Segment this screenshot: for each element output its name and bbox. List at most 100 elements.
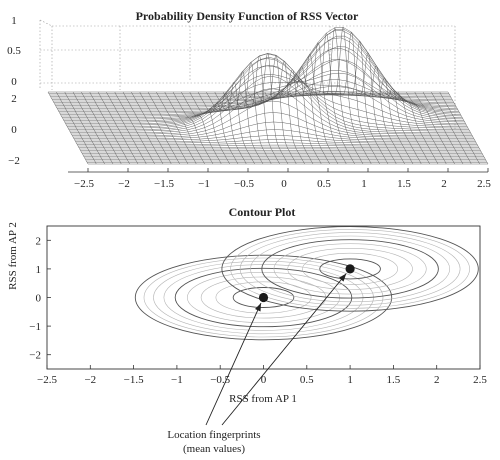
contour-ellipse — [239, 232, 461, 306]
mesh-line — [372, 77, 414, 165]
mesh-line — [97, 91, 139, 165]
x-tick-label: −2.5 — [74, 178, 94, 190]
mesh-line — [139, 91, 180, 165]
surface-x-ticks: −2.5 −2 −1.5 −1 −0.5 0 0.5 1 1.5 2 2.5 — [74, 168, 491, 190]
mesh-line — [306, 41, 347, 165]
mesh-line — [364, 65, 405, 165]
contour-ellipse — [302, 252, 398, 285]
mesh-line — [122, 91, 164, 165]
surface-panel: Probability Density Function of RSS Vect… — [7, 9, 491, 190]
surface-mesh — [47, 26, 489, 165]
y-tick-label: −2 — [8, 155, 20, 167]
x-tick-label: −2 — [84, 374, 96, 386]
x-tick-label: 0 — [261, 374, 267, 386]
x-tick-label: 0 — [281, 178, 287, 190]
mesh-line — [289, 66, 330, 165]
mesh-line — [106, 91, 147, 165]
mesh-line — [406, 91, 447, 165]
x-tick-label: −0.5 — [210, 374, 230, 386]
annotation-arrow — [221, 273, 347, 426]
mesh-line — [222, 71, 264, 165]
mesh-line — [439, 91, 480, 165]
mesh-line — [206, 91, 247, 165]
mesh-line — [314, 32, 355, 165]
mesh-line — [89, 91, 130, 165]
mesh-line — [172, 91, 214, 165]
contour-ellipse — [174, 267, 353, 328]
mesh-line — [47, 91, 89, 165]
x-tick-label: −1 — [171, 374, 183, 386]
contour-lines — [134, 226, 479, 341]
mesh-line — [264, 60, 305, 165]
surface-title: Probability Density Function of RSS Vect… — [136, 9, 359, 23]
x-tick-label: −1.5 — [124, 374, 144, 386]
mesh-line — [164, 91, 205, 165]
mesh-line — [56, 59, 457, 108]
arrow-head — [255, 303, 261, 312]
y-tick-label: −1 — [29, 321, 41, 333]
x-tick-label: 0.5 — [317, 178, 331, 190]
x-tick-label: −1 — [198, 178, 210, 190]
mesh-line — [431, 91, 472, 165]
mesh-line — [331, 26, 372, 165]
contour-ellipse — [215, 281, 312, 314]
fingerprint-markers — [258, 264, 355, 303]
contour-ellipse — [232, 287, 295, 308]
mesh-line — [256, 54, 297, 165]
y-tick-label: 2 — [36, 235, 42, 247]
mesh-line — [447, 91, 489, 165]
x-tick-label: −2 — [118, 178, 130, 190]
contour-ellipse — [230, 229, 470, 309]
mesh-line — [272, 69, 314, 165]
mesh-line — [56, 91, 97, 165]
mesh-line — [114, 91, 155, 165]
mesh-line — [297, 53, 339, 165]
x-tick-label: 2.5 — [473, 374, 487, 386]
mesh-line — [68, 53, 468, 129]
x-tick-label: 1.5 — [397, 178, 411, 190]
contour-ellipse — [261, 239, 439, 299]
mesh-line — [347, 40, 389, 165]
mesh-line — [81, 91, 122, 165]
mesh-line — [197, 91, 239, 165]
mesh-line — [156, 91, 197, 165]
contour-ellipse — [134, 254, 393, 341]
y-axis-label: RSS from AP 2 — [7, 222, 19, 290]
annotation-arrows — [205, 273, 347, 426]
x-tick-label: 0.5 — [300, 374, 314, 386]
y-tick-label: 1 — [36, 264, 42, 276]
x-tick-label: 2 — [441, 178, 447, 190]
x-tick-label: −0.5 — [234, 178, 254, 190]
x-tick-label: 1 — [361, 178, 367, 190]
mesh-line — [72, 100, 473, 136]
x-tick-label: 2.5 — [477, 178, 491, 190]
mesh-line — [397, 91, 439, 165]
arrow-head — [338, 273, 347, 282]
contour-ellipse — [143, 257, 384, 338]
annotation-arrow — [205, 302, 262, 426]
mesh-line — [422, 91, 464, 165]
mesh-line — [389, 91, 430, 165]
mesh-line — [72, 91, 114, 165]
mesh-line — [247, 52, 289, 165]
x-axis-label: RSS from AP 1 — [229, 393, 297, 405]
annotation-line-1: Location fingerprints — [167, 429, 260, 441]
y-tick-label: −2 — [29, 350, 41, 362]
mesh-line — [231, 61, 272, 165]
annotation-line-2: (mean values) — [183, 443, 245, 455]
contour-ellipse — [221, 226, 479, 312]
mesh-line — [64, 91, 105, 165]
fingerprint-marker — [258, 292, 269, 303]
x-tick-label: −2.5 — [37, 374, 57, 386]
y-tick-label: 2 — [11, 93, 17, 105]
contour-ticks: −2.5 −2 −1.5 −1 −0.5 0 0.5 1 1.5 2 2.5 2 1 0 −1 −2 — [29, 235, 487, 386]
y-tick-label: 0 — [11, 124, 17, 136]
contour-ellipse — [287, 247, 413, 290]
contour-ellipse — [273, 243, 427, 295]
mesh-line — [214, 82, 255, 165]
contour-ellipse — [319, 258, 381, 280]
x-tick-label: 2 — [434, 374, 440, 386]
z-tick-label: 0 — [11, 76, 17, 88]
mesh-line — [414, 91, 455, 165]
